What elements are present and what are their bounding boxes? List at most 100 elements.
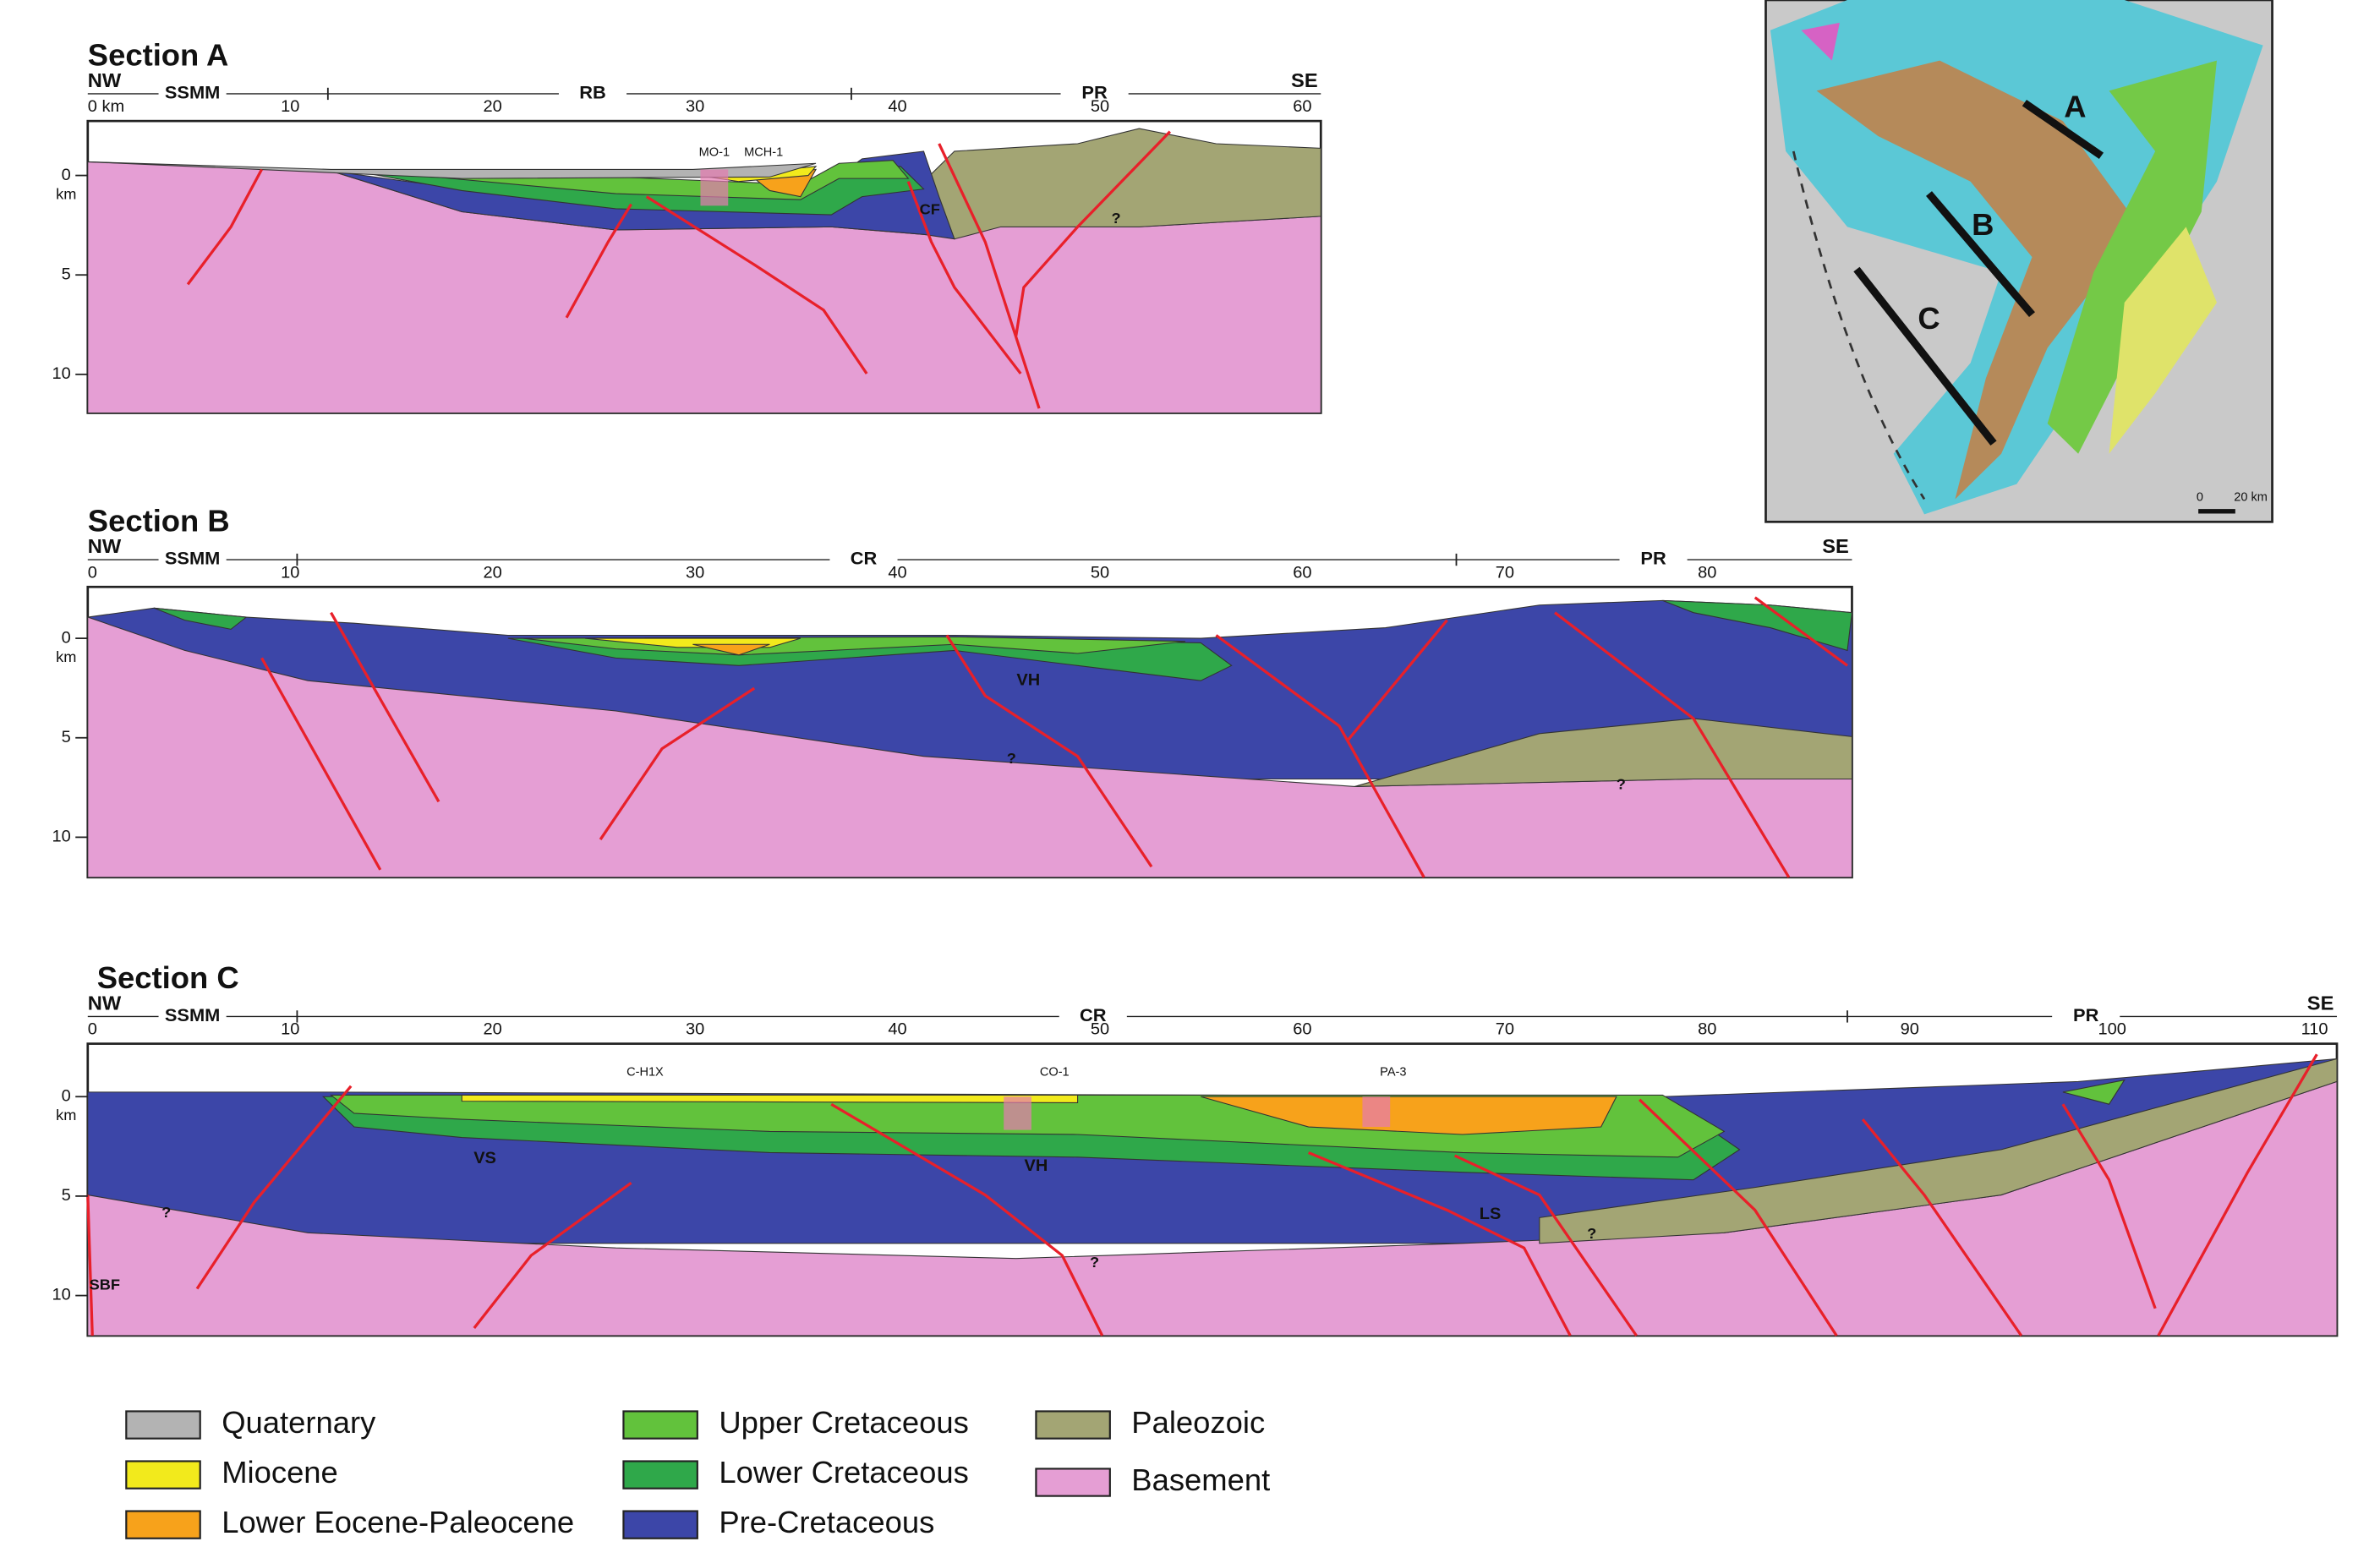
marker-label: PR: [2073, 1004, 2099, 1025]
distance-tick-label: 10: [281, 564, 299, 582]
distance-tick-label: 110: [2301, 1020, 2328, 1039]
legend-swatch: [622, 1460, 698, 1490]
feature-label: SBF: [90, 1276, 120, 1293]
legend-label: Upper Cretaceous: [719, 1405, 968, 1440]
marker-label: SSMM: [165, 548, 221, 569]
distance-tick-label: 30: [686, 1020, 704, 1039]
distance-tick-label: 50: [1091, 1020, 1109, 1039]
map-line-label: C: [1918, 301, 1940, 336]
marker-bg: [1059, 1005, 1127, 1027]
map-line-label: A: [2064, 90, 2086, 124]
legend-label: Lower Eocene-Paleocene: [222, 1505, 574, 1539]
distance-tick-label: 0: [88, 564, 97, 582]
marker-bg: [158, 83, 227, 105]
legend-swatch: [1035, 1410, 1111, 1440]
distance-tick-label: 10: [281, 97, 299, 116]
legend-swatch: [125, 1510, 201, 1539]
distance-tick-label: 40: [888, 97, 906, 116]
distance-tick-label: 100: [2098, 1020, 2126, 1039]
section-title: Section B: [88, 504, 230, 538]
depth-tick-label: 10: [52, 1286, 70, 1304]
marker-label: RB: [579, 82, 606, 103]
marker-bg: [158, 1005, 227, 1027]
end-label: NW: [88, 535, 122, 557]
feature-label: CF: [920, 201, 940, 218]
marker-label: SSMM: [165, 82, 221, 103]
depth-tick-label: 0: [62, 166, 71, 184]
end-label: SE: [1822, 535, 1849, 557]
distance-tick-label: 50: [1091, 564, 1109, 582]
legend-label: Quaternary: [222, 1405, 375, 1440]
depth-tick-label: 5: [62, 265, 71, 284]
feature-label: ?: [1007, 750, 1016, 767]
distance-tick-label: 60: [1293, 564, 1311, 582]
end-label: SE: [1291, 69, 1318, 91]
distance-tick-label: 20: [484, 564, 502, 582]
legend-swatch: [125, 1410, 201, 1440]
depth-unit: km: [56, 186, 76, 203]
distance-tick-label: 70: [1496, 1020, 1514, 1039]
distance-tick-label: 10: [281, 1020, 299, 1039]
feature-label: ?: [1587, 1225, 1596, 1242]
end-label: SE: [2307, 992, 2334, 1014]
distance-tick-label: 60: [1293, 97, 1311, 116]
legend-swatch: [622, 1410, 698, 1440]
distance-tick-label: 80: [1698, 1020, 1716, 1039]
section-b-geology: [86, 585, 1853, 879]
distance-tick-label: 0: [88, 1020, 97, 1039]
section-title: Section C: [97, 960, 239, 995]
distance-tick-label: 40: [888, 564, 906, 582]
end-label: NW: [88, 992, 122, 1014]
legend-label: Pre-Cretaceous: [719, 1505, 934, 1539]
legend-swatch: [622, 1510, 698, 1539]
feature-label: ?: [1112, 210, 1121, 227]
distance-tick-label: 30: [686, 97, 704, 116]
section-c-geology: [86, 1042, 2339, 1337]
distance-tick-label: 70: [1496, 564, 1514, 582]
map-scale-label: 20 km: [2234, 491, 2268, 505]
feature-label: VH: [1025, 1156, 1048, 1175]
distance-tick-label: 0 km: [88, 97, 124, 116]
distance-tick-label: 20: [484, 97, 502, 116]
depth-unit: km: [56, 648, 76, 665]
feature-label: ?: [1090, 1254, 1099, 1271]
distance-tick-label: 40: [888, 1020, 906, 1039]
end-label: NW: [88, 69, 122, 91]
map-line-label: B: [1972, 207, 1994, 242]
distance-tick-label: 20: [484, 1020, 502, 1039]
marker-label: PR: [1081, 82, 1108, 103]
feature-label: MCH-1: [744, 146, 783, 160]
marker-label: CR: [1080, 1004, 1107, 1025]
legend-label: Lower Cretaceous: [719, 1455, 968, 1490]
marker-bg: [158, 549, 227, 571]
marker-bg: [2052, 1005, 2120, 1027]
depth-tick-label: 5: [62, 1186, 71, 1205]
legend-swatch: [1035, 1468, 1111, 1497]
marker-label: SSMM: [165, 1004, 221, 1025]
section-a-geology: [86, 119, 1322, 414]
feature-label: MO-1: [699, 146, 730, 160]
legend-label: Miocene: [222, 1455, 338, 1490]
depth-tick-label: 10: [52, 364, 70, 383]
map-inset: [1764, 0, 2273, 523]
section-title: Section A: [88, 38, 229, 73]
legend-swatch: [125, 1460, 201, 1490]
feature-label: CO-1: [1040, 1066, 1070, 1080]
legend-label: Paleozoic: [1131, 1405, 1265, 1440]
depth-tick-label: 0: [62, 1087, 71, 1106]
depth-tick-label: 5: [62, 728, 71, 746]
distance-tick-label: 90: [1901, 1020, 1919, 1039]
feature-label: ?: [161, 1204, 171, 1221]
marker-label: PR: [1640, 548, 1666, 569]
marker-bg: [1619, 549, 1688, 571]
feature-label: LS: [1480, 1205, 1502, 1223]
legend-label: Basement: [1131, 1462, 1270, 1497]
distance-tick-label: 30: [686, 564, 704, 582]
depth-tick-label: 0: [62, 628, 71, 647]
feature-label: VH: [1016, 671, 1040, 690]
marker-bg: [1060, 83, 1129, 105]
feature-label: ?: [1617, 776, 1626, 793]
distance-tick-label: 80: [1698, 564, 1716, 582]
